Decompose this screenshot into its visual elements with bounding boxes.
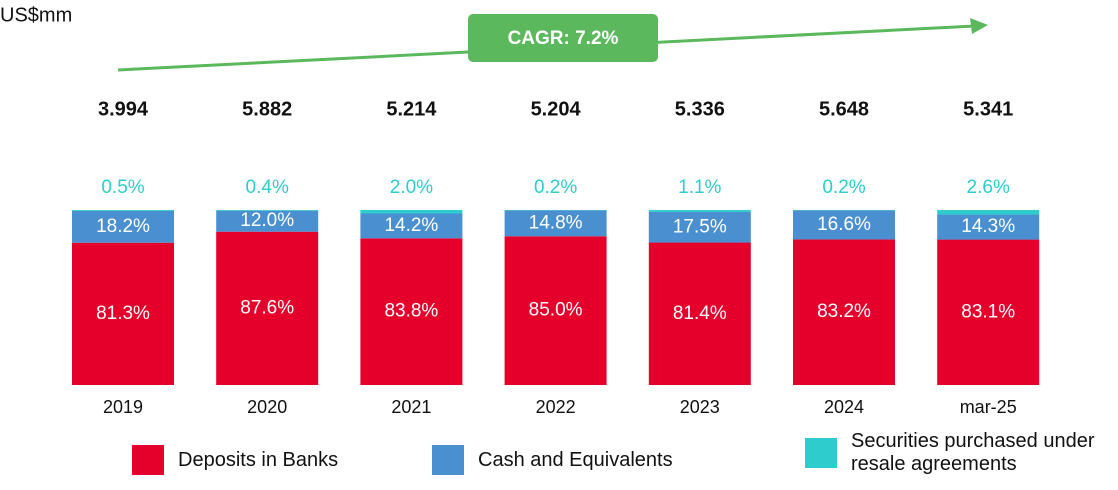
bar-segment [72,210,174,211]
segment-label: 12.0% [240,210,294,231]
unit-label: US$mm [0,4,72,26]
annotation-box [468,14,658,62]
bar-segment [648,242,751,385]
bar-segment [504,210,607,237]
bar-segment [648,210,751,212]
bar-segment [360,210,463,214]
legend-label: Securities purchased under resale agreem… [851,430,1095,475]
total-label: 5.214 [386,98,437,120]
bar-segment [72,242,174,385]
x-tick-label: 2020 [247,397,287,417]
bar-segment [360,238,463,385]
segment-label: 0.5% [101,177,144,198]
x-tick-label: 2024 [824,397,864,417]
bar-segment [216,231,319,385]
bar-segment [937,214,1040,240]
total-label: 5.204 [531,98,582,120]
segment-label: 0.2% [822,177,865,198]
legend-item: Securities purchased under resale agreem… [805,430,1105,476]
segment-label: 17.5% [673,216,727,237]
legend-swatch [805,438,837,468]
segment-label: 83.1% [961,301,1015,322]
segment-label: 87.6% [240,297,294,318]
segment-label: 14.3% [961,216,1015,237]
bar-segment [216,210,319,232]
total-label: 5.336 [675,98,725,120]
legend-label: Deposits in Banks [178,448,339,471]
segment-label: 0.2% [534,177,577,198]
bar-segment [937,210,1040,215]
bar-segment [793,210,895,240]
bar-segment [648,211,751,243]
segment-label: 14.8% [529,212,583,233]
annotation: CAGR: 7.2% [508,28,619,49]
legend-swatch [432,445,464,475]
bar-segment [360,213,463,239]
segment-label: 18.2% [96,216,150,237]
bar-segment [793,239,895,385]
bar-segment [72,210,174,243]
arrow-head [970,18,988,34]
x-tick-label: 2023 [680,397,720,417]
segment-label: 83.8% [384,301,438,322]
total-label: 5.882 [242,98,292,120]
bar-segment [504,236,607,385]
segment-label: 81.4% [673,303,727,324]
legend-label: Cash and Equivalents [478,448,673,471]
segment-label: 0.4% [246,177,289,198]
segment-label: 2.0% [390,177,433,198]
segment-label: 81.3% [96,303,150,324]
total-label: 3.994 [98,98,149,120]
bar-segment [216,210,319,211]
legend-item: Deposits in Banks [132,445,362,475]
bar-segment [937,239,1040,385]
segment-label: 1.1% [678,177,721,198]
legend-item: Cash and Equivalents [432,445,732,475]
segment-label: 2.6% [967,177,1010,198]
x-tick-label: 2019 [103,397,143,417]
legend-swatch [132,445,164,475]
total-label: 5.648 [819,98,869,120]
total-label: 5.341 [963,98,1013,120]
x-tick-label: mar-25 [960,397,1017,417]
segment-label: 83.2% [817,301,871,322]
segment-label: 14.2% [384,215,438,236]
segment-label: 16.6% [817,214,871,235]
x-tick-label: 2021 [391,397,431,417]
x-tick-label: 2022 [536,397,576,417]
segment-label: 85.0% [529,300,583,321]
